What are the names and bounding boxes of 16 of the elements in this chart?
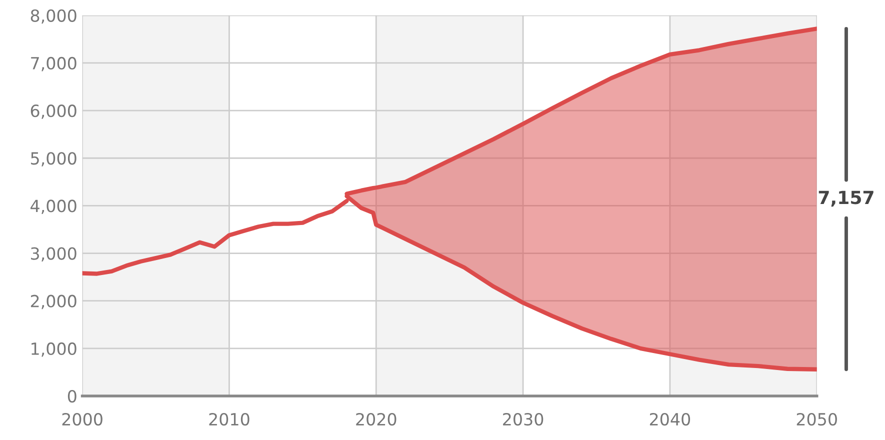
x-tick-label: 2000: [62, 412, 102, 426]
x-tick-label: 2030: [503, 412, 544, 426]
y-tick-label: 0: [68, 390, 76, 403]
y-tick-label: 1,000: [32, 342, 76, 357]
y-tick-label: 3,000: [31, 247, 76, 262]
x-tick-label: 2050: [796, 412, 837, 426]
x-tick-label: 2020: [356, 412, 396, 426]
y-tick-label: 7,000: [31, 56, 76, 72]
y-tick-label: 5,000: [31, 152, 76, 166]
x-tick-label: 2040: [650, 412, 690, 426]
y-tick-label: 2,000: [30, 294, 76, 310]
y-tick-label: 6,000: [30, 104, 76, 119]
y-tick-label: 4,000: [30, 200, 76, 214]
text: 7,157: [818, 190, 874, 207]
y-tick-label: 8,000: [30, 9, 76, 24]
x-tick-label: 2010: [209, 412, 250, 426]
